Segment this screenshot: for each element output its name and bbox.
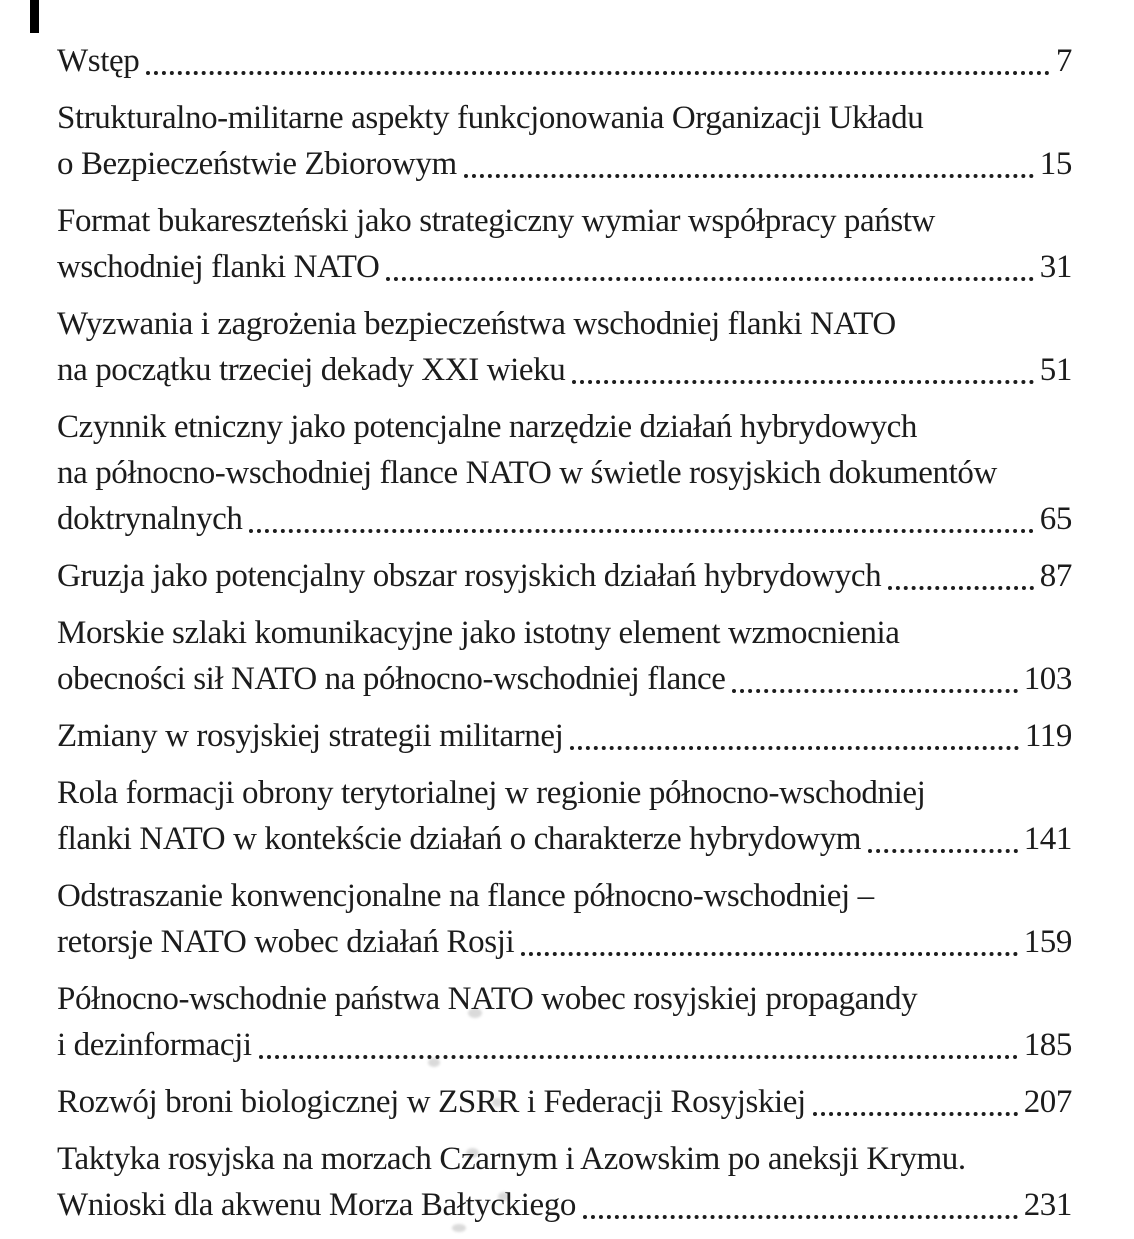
page-number: 159 — [1023, 924, 1073, 960]
scan-artifact-bar — [30, 0, 39, 33]
toc-entry: Gruzja jako potencjalny obszar rosyjskic… — [57, 553, 1072, 599]
toc-entry-title-text: flanki NATO w kontekście działań o chara… — [57, 821, 862, 857]
toc-entry-line: Odstraszanie konwencjonalne na flance pó… — [57, 873, 1072, 919]
toc-entry-line: Morskie szlaki komunikacyjne jako istotn… — [57, 610, 1072, 656]
dot-leader — [258, 1055, 1018, 1059]
toc-entry-line: Format bukareszteński jako strategiczny … — [57, 198, 1072, 244]
scan-noise — [492, 1098, 503, 1107]
toc-entry-title-text: Morskie szlaki komunikacyjne jako istotn… — [57, 615, 900, 651]
toc-entry-title-text: Wnioski dla akwenu Morza Bałtyckiego — [57, 1187, 576, 1223]
toc-entry: Rola formacji obrony terytorialnej w reg… — [57, 770, 1072, 862]
dot-leader — [463, 174, 1034, 178]
toc-entry-line: Taktyka rosyjska na morzach Czarnym i Az… — [57, 1136, 1072, 1182]
toc-entry: Taktyka rosyjska na morzach Czarnym i Az… — [57, 1136, 1072, 1228]
toc-entry-line: Zmiany w rosyjskiej strategii militarnej… — [57, 713, 1072, 759]
toc-entry: Morskie szlaki komunikacyjne jako istotn… — [57, 610, 1072, 702]
scan-noise — [466, 1148, 479, 1158]
page-number: 141 — [1023, 821, 1073, 857]
toc-entry: Wyzwania i zagrożenia bezpieczeństwa wsc… — [57, 301, 1072, 393]
toc-entry-line: obecności sił NATO na północno-wschodnie… — [57, 656, 1072, 702]
toc-entry-title-text: Odstraszanie konwencjonalne na flance pó… — [57, 878, 874, 914]
scan-noise — [452, 1224, 466, 1232]
toc-entry-line: Gruzja jako potencjalny obszar rosyjskic… — [57, 553, 1072, 599]
toc-entry-title-text: Rola formacji obrony terytorialnej w reg… — [57, 775, 926, 811]
toc-entry: Strukturalno-militarne aspekty funkcjono… — [57, 95, 1072, 187]
dot-leader — [386, 277, 1034, 281]
toc-entry-title-text: Taktyka rosyjska na morzach Czarnym i Az… — [57, 1141, 966, 1177]
toc-entry-line: Rola formacji obrony terytorialnej w reg… — [57, 770, 1072, 816]
toc-entry-line: wschodniej flanki NATO 31 — [57, 244, 1072, 290]
page-number: 185 — [1023, 1027, 1073, 1063]
toc-entry-title-text: Wyzwania i zagrożenia bezpieczeństwa wsc… — [57, 306, 896, 342]
toc-entry-line: flanki NATO w kontekście działań o chara… — [57, 816, 1072, 862]
toc-entry-line: Czynnik etniczny jako potencjalne narzęd… — [57, 404, 1072, 450]
page-number: 119 — [1024, 718, 1072, 754]
toc-entry-title-text: na początku trzeciej dekady XXI wieku — [57, 352, 566, 388]
page-number: 87 — [1039, 558, 1073, 594]
toc-entry-title-text: Strukturalno-militarne aspekty funkcjono… — [57, 100, 924, 136]
toc-entry-title-text: doktrynalnych — [57, 501, 243, 537]
toc-entry-title-text: na północno-wschodniej flance NATO w świ… — [57, 455, 997, 491]
toc-entry-line: Wnioski dla akwenu Morza Bałtyckiego 231 — [57, 1182, 1072, 1228]
toc-entry-title-text: Zmiany w rosyjskiej strategii militarnej — [57, 718, 564, 754]
toc-entry-line: Wyzwania i zagrożenia bezpieczeństwa wsc… — [57, 301, 1072, 347]
toc-entry-title-text: o Bezpieczeństwie Zbiorowym — [57, 146, 457, 182]
dot-leader — [570, 746, 1019, 750]
toc-entry: Format bukareszteński jako strategiczny … — [57, 198, 1072, 290]
toc-entry-title-text: i dezinformacji — [57, 1027, 252, 1063]
scan-noise — [498, 1192, 510, 1201]
dot-leader — [582, 1215, 1018, 1219]
toc-entry-line: o Bezpieczeństwie Zbiorowym 15 — [57, 141, 1072, 187]
toc-entry-line: Północno-wschodnie państwa NATO wobec ro… — [57, 976, 1072, 1022]
toc-entry-line: retorsje NATO wobec działań Rosji 159 — [57, 919, 1072, 965]
dot-leader — [249, 529, 1034, 533]
toc-entry-line: na początku trzeciej dekady XXI wieku 51 — [57, 347, 1072, 393]
toc-entry: Wstęp 7 — [57, 38, 1072, 84]
toc-entry-line: Rozwój broni biologicznej w ZSRR i Feder… — [57, 1079, 1072, 1125]
toc-entry: Czynnik etniczny jako potencjalne narzęd… — [57, 404, 1072, 542]
toc-entry: Odstraszanie konwencjonalne na flance pó… — [57, 873, 1072, 965]
dot-leader — [812, 1112, 1018, 1116]
page-number: 207 — [1023, 1084, 1073, 1120]
toc-entry: Rozwój broni biologicznej w ZSRR i Feder… — [57, 1079, 1072, 1125]
page-number: 15 — [1039, 146, 1073, 182]
dot-leader — [888, 586, 1034, 590]
toc-entry-title-text: wschodniej flanki NATO — [57, 249, 380, 285]
page-number: 231 — [1023, 1187, 1073, 1223]
dot-leader — [868, 849, 1018, 853]
toc-entry-title-text: Format bukareszteński jako strategiczny … — [57, 203, 935, 239]
toc-entry-line: doktrynalnych 65 — [57, 496, 1072, 542]
scan-noise — [428, 1058, 440, 1067]
toc-entry-line: Strukturalno-militarne aspekty funkcjono… — [57, 95, 1072, 141]
toc-entry-line: Wstęp 7 — [57, 38, 1072, 84]
toc-entry-title-text: Rozwój broni biologicznej w ZSRR i Feder… — [57, 1084, 806, 1120]
dot-leader — [732, 689, 1018, 693]
page-number: 65 — [1039, 501, 1073, 537]
toc-entry-title-text: Wstęp — [57, 43, 140, 79]
toc-entry-title-text: Północno-wschodnie państwa NATO wobec ro… — [57, 981, 918, 1017]
page-number: 31 — [1039, 249, 1073, 285]
dot-leader — [146, 71, 1050, 75]
toc-entry-title-text: obecności sił NATO na północno-wschodnie… — [57, 661, 726, 697]
toc-entry-title-text: Czynnik etniczny jako potencjalne narzęd… — [57, 409, 917, 445]
toc-entry: Zmiany w rosyjskiej strategii militarnej… — [57, 713, 1072, 759]
page-number: 7 — [1055, 43, 1073, 79]
toc-entry-line: i dezinformacji 185 — [57, 1022, 1072, 1068]
toc-entry-title-text: retorsje NATO wobec działań Rosji — [57, 924, 515, 960]
toc: Wstęp 7 Strukturalno-militarne aspekty fu… — [57, 38, 1072, 1239]
page-number: 51 — [1039, 352, 1073, 388]
toc-entry-line: na północno-wschodniej flance NATO w świ… — [57, 450, 1072, 496]
dot-leader — [572, 380, 1034, 384]
toc-entry: Północno-wschodnie państwa NATO wobec ro… — [57, 976, 1072, 1068]
dot-leader — [521, 952, 1018, 956]
scan-noise — [468, 1008, 482, 1018]
toc-entry-title-text: Gruzja jako potencjalny obszar rosyjskic… — [57, 558, 882, 594]
page-number: 103 — [1023, 661, 1073, 697]
